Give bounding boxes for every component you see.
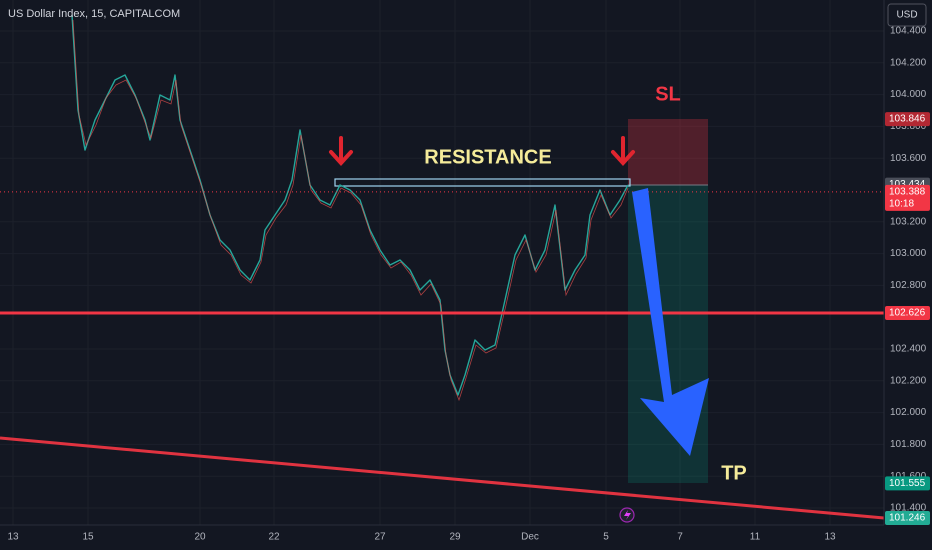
price-tick-label: 102.800 <box>890 280 927 291</box>
price-tag-label: 103.846 <box>889 114 926 125</box>
price-tick-label: 103.600 <box>890 153 927 164</box>
price-tick-label: 104.000 <box>890 89 927 100</box>
time-tick-label: Dec <box>521 532 539 543</box>
time-tick-label: 22 <box>268 532 280 543</box>
currency-label: USD <box>896 10 917 21</box>
price-tick-label: 103.200 <box>890 216 927 227</box>
resistance-zone <box>334 178 631 187</box>
price-tick-label: 103.000 <box>890 248 927 259</box>
time-tick-label: 27 <box>374 532 386 543</box>
price-tick-label: 103.800 <box>890 121 927 132</box>
time-tick-label: 7 <box>677 532 683 543</box>
price-ticks: 104.400 104.200 104.000 103.800 103.600 103.2… <box>890 26 927 514</box>
time-ticks: 13 15 20 22 27 29 Dec 5 7 11 13 <box>7 532 836 543</box>
price-tick-label: 102.200 <box>890 375 927 386</box>
price-tag-label: 103.434 <box>889 179 926 190</box>
price-tick-label: 101.800 <box>890 439 927 450</box>
time-tick-label: 5 <box>603 532 609 543</box>
arrow-down-left <box>329 136 353 166</box>
time-tick-label: 13 <box>824 532 836 543</box>
price-tag <box>885 511 930 525</box>
symbol-title: US Dollar Index, 15, CAPITALCOM <box>8 8 180 20</box>
time-tick-label: 11 <box>750 532 761 543</box>
price-tick-label: 104.200 <box>890 57 927 68</box>
event-bolt <box>624 510 631 520</box>
price-tick-label: 102.400 <box>890 344 927 355</box>
price-tag <box>885 306 930 321</box>
price-tag <box>885 112 930 127</box>
time-tick-label: 15 <box>82 532 94 543</box>
price-tag <box>885 184 930 211</box>
price-line-shadow <box>72 19 629 402</box>
time-tick-label: 29 <box>449 532 461 543</box>
time-tick-label: 13 <box>7 532 19 543</box>
stop-loss-zone <box>628 119 708 185</box>
price-tick-label: 104.400 <box>890 26 927 37</box>
time-tick-label: 20 <box>194 532 206 543</box>
trend-line <box>0 436 885 520</box>
arrow-down-right <box>611 136 635 166</box>
price-tick-label: 101.400 <box>890 503 927 514</box>
price-tag-label: 101.246 <box>889 513 926 524</box>
countdown-label: 10:18 <box>889 199 914 210</box>
resistance-label: RESISTANCE <box>424 146 551 168</box>
price-tag-label: 102.626 <box>889 308 926 319</box>
tp-label: TP <box>721 462 747 484</box>
price-tag-label: 101.555 <box>889 478 926 489</box>
currency-button[interactable] <box>887 3 927 27</box>
price-tick-label: 101.600 <box>890 471 927 482</box>
sl-label: SL <box>655 83 681 105</box>
price-axis <box>884 0 932 550</box>
forecast-arrow <box>632 188 709 456</box>
price-tag <box>885 476 930 491</box>
price-tick-label: 102.000 <box>890 407 927 418</box>
price-tag-label: 103.388 <box>889 187 926 198</box>
